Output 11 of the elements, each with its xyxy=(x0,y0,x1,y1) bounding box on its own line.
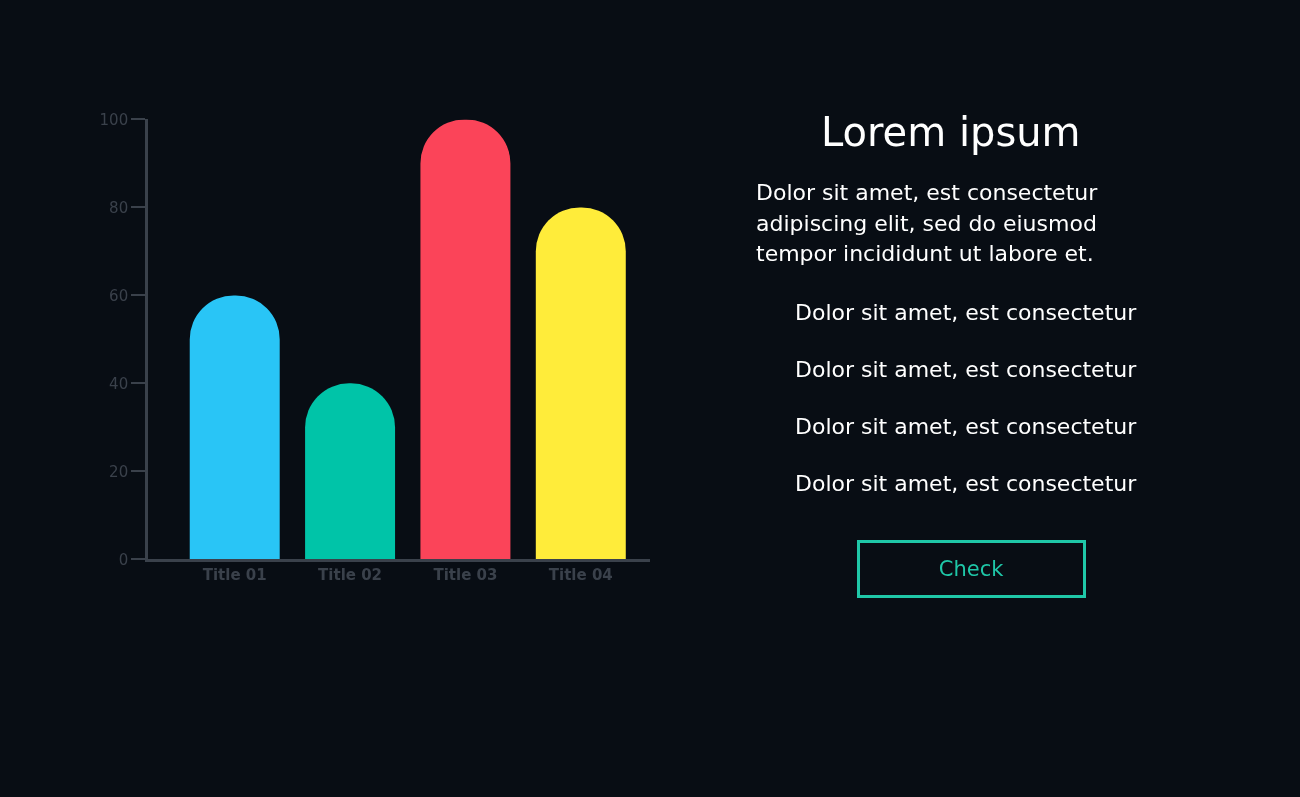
text: Dolor sit amet, est consectetur xyxy=(795,357,1138,382)
text: Lorem ipsum xyxy=(821,109,1081,155)
bar xyxy=(305,383,396,560)
text: Dolor sit amet, est consectetur xyxy=(795,300,1138,325)
text: Dolor sit amet, est consectetur xyxy=(795,471,1138,496)
text: Dolor sit amet, est consectetur adipiscing elit, sed do eiusmod tempor incididunt ut labore et. xyxy=(756,180,1099,266)
text: Dolor sit amet, est consectetur xyxy=(795,414,1138,439)
bar xyxy=(535,207,626,560)
bar xyxy=(420,119,511,560)
text: Check xyxy=(938,557,1005,581)
bar xyxy=(189,295,280,560)
